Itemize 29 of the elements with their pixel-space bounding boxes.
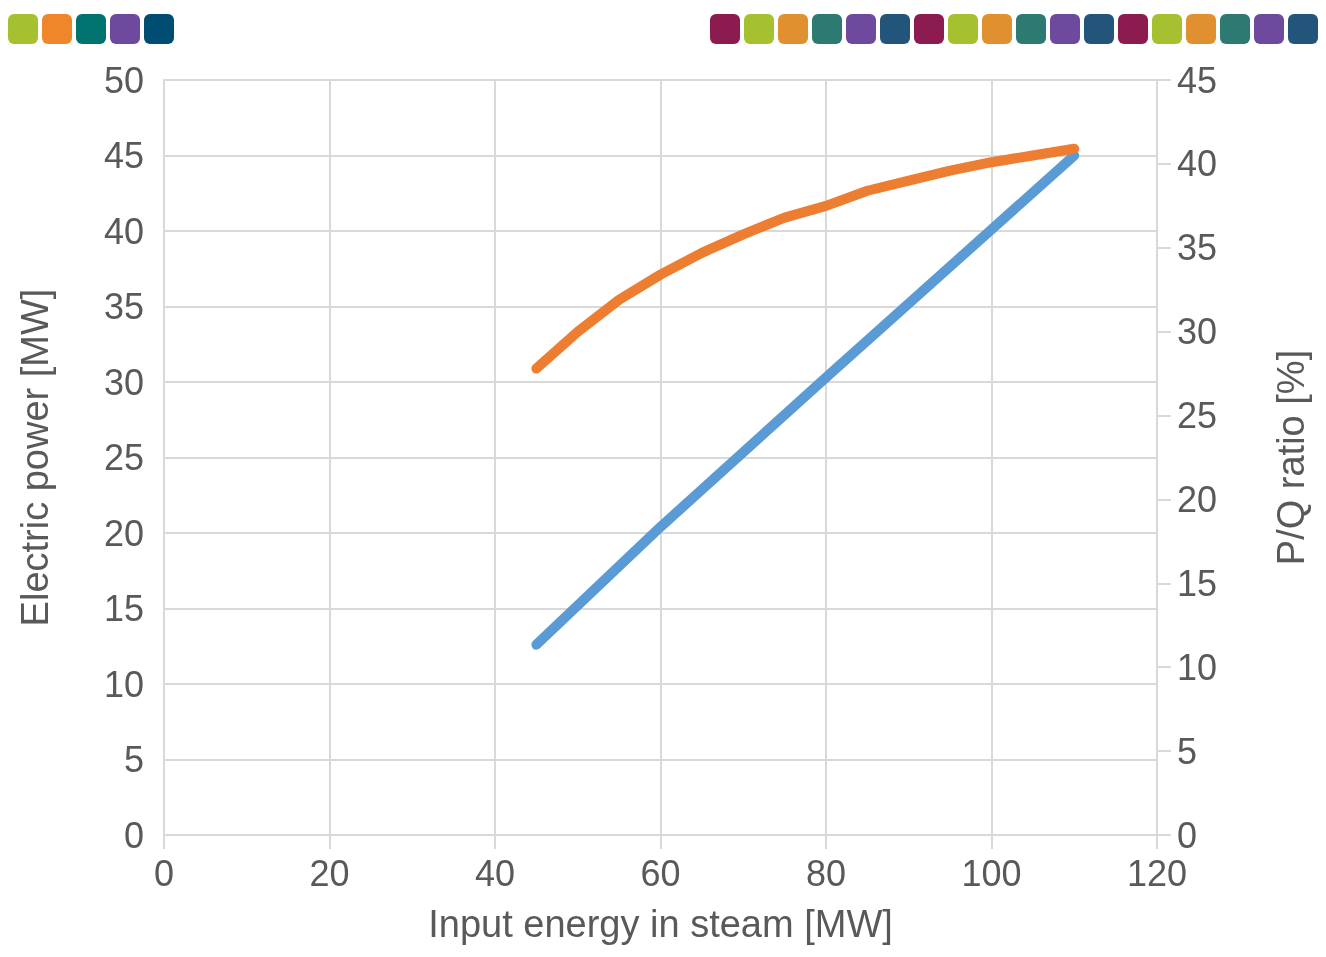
y2-tick-label: 45: [1177, 59, 1218, 101]
x-tick-label: 100: [961, 852, 1022, 894]
x-axis-title: Input energy in steam [MW]: [428, 903, 893, 945]
y-tick-label: 0: [123, 814, 144, 856]
y-tick-label: 25: [103, 437, 144, 478]
y-tick-label: 20: [103, 512, 144, 554]
y-tick-label: 50: [103, 59, 144, 101]
y2-tick-label: 40: [1177, 143, 1218, 185]
x-tick-label: 40: [474, 852, 516, 894]
y2-tick-label: 35: [1177, 227, 1218, 269]
x-tick-label: 60: [640, 852, 681, 894]
y2-tick-label: 10: [1177, 646, 1218, 688]
y-tick-label: 30: [103, 361, 144, 403]
y2-tick-label: 30: [1177, 311, 1218, 353]
y-tick-label: 35: [103, 286, 144, 327]
y-tick-label: 45: [103, 135, 144, 176]
y2-tick-label: 15: [1177, 562, 1218, 604]
y2-tick-label: 20: [1177, 478, 1218, 520]
y-tick-label: 15: [103, 588, 144, 629]
x-tick-label: 0: [153, 852, 175, 894]
x-tick-label: 20: [309, 852, 350, 894]
y-tick-label: 40: [103, 210, 144, 252]
y2-axis-title: P/Q ratio [%]: [1270, 349, 1312, 566]
x-tick-label: 80: [805, 852, 847, 894]
y-axis-title: Electric power [MW]: [14, 288, 56, 627]
y2-tick-label: 25: [1177, 395, 1218, 437]
y-tick-label: 5: [123, 739, 144, 780]
y-tick-label: 10: [103, 663, 144, 705]
y2-tick-label: 5: [1177, 730, 1198, 772]
